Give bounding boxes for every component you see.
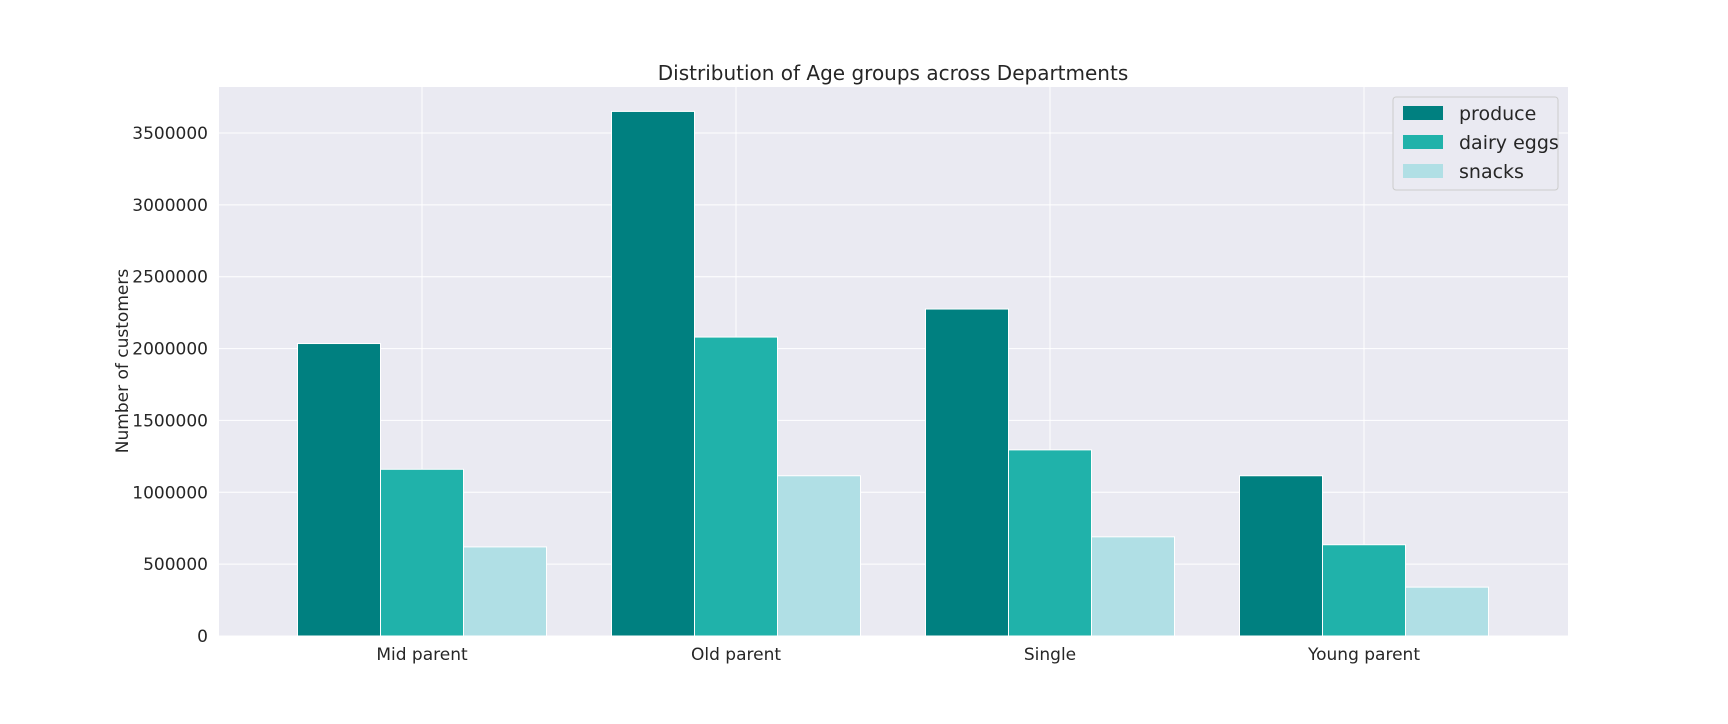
bar [1322, 544, 1406, 637]
y-axis-ticks: 0 500000 1000000 1500000 2000000 2500000 30000… [132, 124, 208, 647]
x-tick-label: Old parent [691, 645, 781, 665]
legend-swatch [1403, 106, 1443, 120]
y-tick-label: 3500000 [132, 124, 208, 144]
y-tick-label: 3000000 [132, 196, 208, 216]
bar [694, 336, 778, 637]
y-tick-label: 500000 [143, 555, 208, 575]
y-tick-label: 1500000 [132, 411, 208, 431]
legend: produce dairy eggs snacks [1392, 96, 1559, 191]
bar [1405, 586, 1489, 637]
y-tick-label: 1000000 [132, 483, 208, 503]
legend-swatch [1403, 164, 1443, 178]
legend-label: produce [1459, 103, 1536, 125]
y-tick-label: 0 [197, 627, 208, 647]
chart-title: Distribution of Age groups across Depart… [658, 61, 1129, 85]
x-tick-label: Young parent [1307, 645, 1420, 665]
y-tick-label: 2000000 [132, 340, 208, 360]
bar [925, 308, 1009, 637]
bar [611, 110, 695, 637]
y-axis-title: Number of customers [113, 269, 133, 454]
y-tick-label: 2500000 [132, 268, 208, 288]
legend-swatch [1403, 135, 1443, 149]
legend-label: dairy eggs [1459, 132, 1559, 154]
bars [297, 110, 1489, 637]
bar [777, 475, 861, 637]
x-tick-label: Single [1024, 645, 1076, 665]
x-tick-label: Mid parent [376, 645, 468, 665]
bar [1008, 449, 1092, 637]
x-axis-ticks: Mid parent Old parent Single Young parent [376, 645, 1420, 665]
bar [1091, 536, 1175, 637]
bar [297, 343, 381, 637]
bar [1239, 475, 1323, 637]
bar [380, 468, 464, 637]
legend-label: snacks [1459, 161, 1524, 183]
bar [463, 546, 547, 637]
